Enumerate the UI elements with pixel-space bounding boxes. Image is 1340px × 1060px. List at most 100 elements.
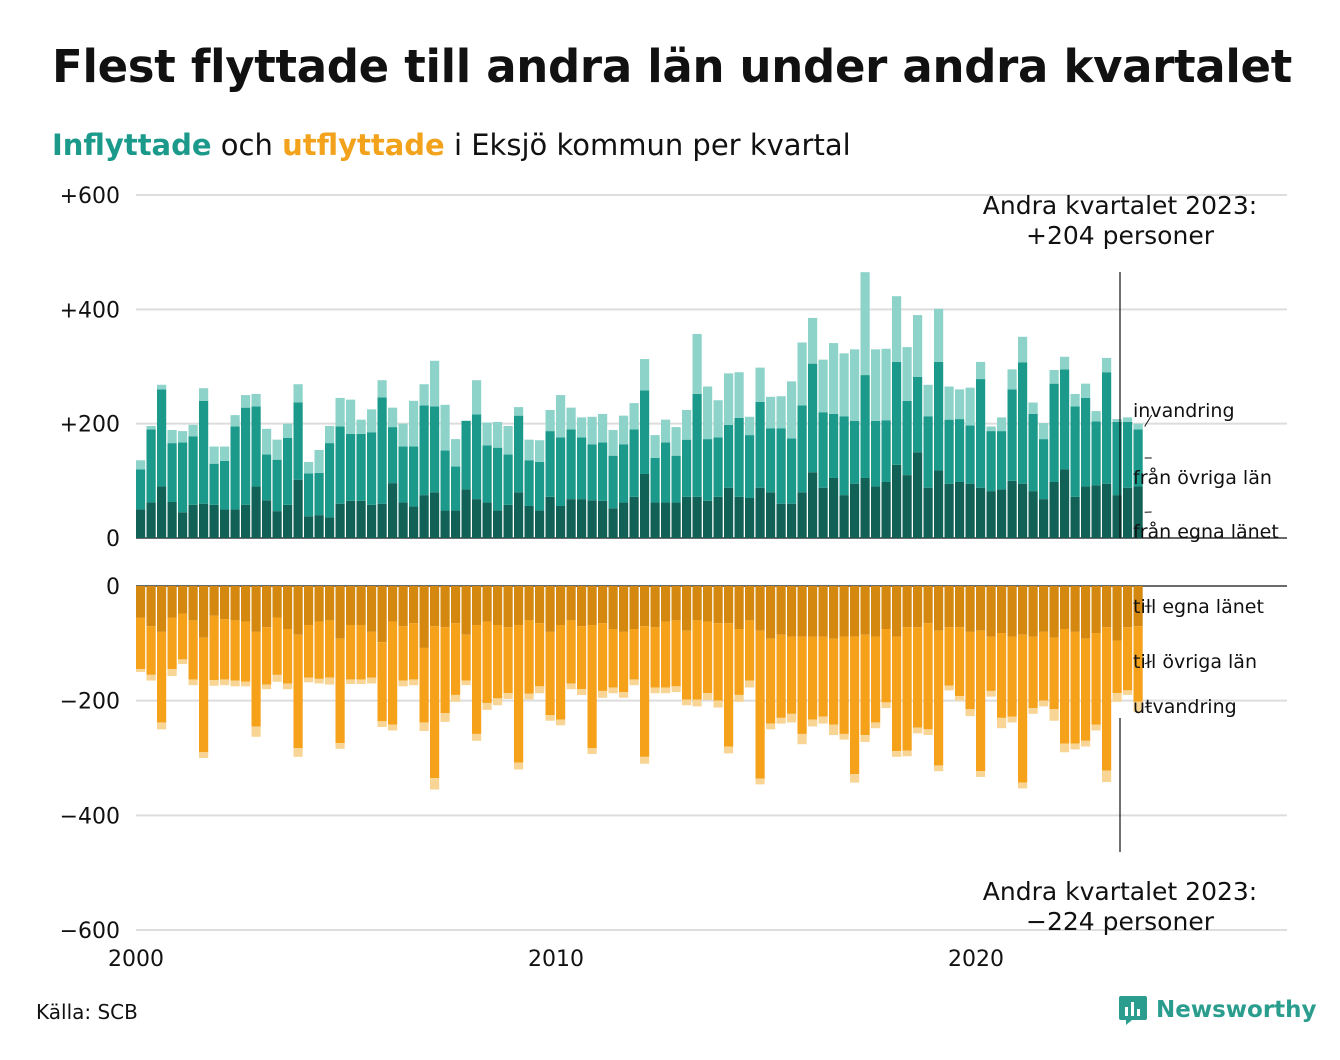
bar-in-0-73 bbox=[902, 475, 912, 538]
bar-out-1-70 bbox=[871, 636, 881, 723]
bar-in-1-93 bbox=[1112, 421, 1122, 496]
bar-in-1-46 bbox=[619, 444, 629, 503]
bar-out-1-65 bbox=[818, 636, 828, 717]
bar-out-0-75 bbox=[923, 586, 933, 624]
y-tick-label-top: +200 bbox=[60, 413, 120, 438]
bar-out-2-34 bbox=[493, 698, 503, 706]
bar-in-0-61 bbox=[776, 503, 786, 538]
bar-out-1-67 bbox=[839, 636, 849, 734]
bar-in-0-45 bbox=[608, 508, 618, 538]
bar-out-1-72 bbox=[892, 636, 902, 752]
bar-in-0-80 bbox=[976, 487, 986, 538]
bar-in-0-13 bbox=[272, 511, 282, 538]
bar-out-0-12 bbox=[262, 586, 272, 628]
bar-in-2-6 bbox=[199, 388, 209, 401]
bar-out-2-92 bbox=[1102, 770, 1112, 783]
bar-in-2-83 bbox=[1007, 369, 1017, 390]
bar-in-1-36 bbox=[514, 415, 524, 493]
bar-out-0-63 bbox=[797, 586, 807, 637]
bar-in-1-33 bbox=[482, 445, 492, 503]
bar-in-2-42 bbox=[577, 417, 587, 438]
series-label-bottom: utvandring bbox=[1133, 696, 1237, 718]
bar-out-2-17 bbox=[314, 678, 324, 684]
bar-in-0-64 bbox=[808, 472, 818, 538]
bar-in-2-53 bbox=[692, 333, 702, 394]
bar-in-0-2 bbox=[157, 486, 167, 538]
bar-out-2-2 bbox=[157, 722, 167, 730]
bar-out-1-52 bbox=[682, 630, 692, 700]
bar-in-0-44 bbox=[598, 500, 608, 538]
bar-in-1-21 bbox=[356, 433, 366, 501]
bar-out-2-45 bbox=[608, 687, 618, 694]
bar-in-1-35 bbox=[503, 454, 513, 505]
bar-out-0-58 bbox=[745, 586, 755, 621]
bar-in-1-38 bbox=[535, 461, 545, 511]
bar-in-1-91 bbox=[1091, 421, 1101, 486]
bar-in-2-74 bbox=[913, 315, 923, 377]
bar-out-2-95 bbox=[1133, 701, 1143, 713]
y-tick-label-top: +600 bbox=[60, 184, 120, 209]
bar-out-0-42 bbox=[577, 586, 587, 627]
bar-out-1-26 bbox=[409, 623, 419, 680]
newsworthy-chart-icon bbox=[1119, 996, 1147, 1025]
bar-out-0-74 bbox=[913, 586, 923, 628]
bar-out-0-2 bbox=[157, 586, 167, 632]
bar-out-2-89 bbox=[1070, 743, 1080, 750]
bar-in-0-1 bbox=[146, 502, 156, 538]
bar-out-1-12 bbox=[262, 627, 272, 685]
bar-out-0-54 bbox=[703, 586, 713, 622]
bar-out-1-73 bbox=[902, 627, 912, 751]
bar-in-1-3 bbox=[167, 443, 177, 502]
bar-out-0-90 bbox=[1081, 586, 1091, 639]
bar-out-1-21 bbox=[356, 624, 366, 680]
bar-out-0-14 bbox=[283, 586, 293, 629]
bar-in-2-87 bbox=[1049, 369, 1059, 384]
bar-out-2-42 bbox=[577, 689, 587, 695]
bar-out-1-92 bbox=[1102, 627, 1112, 771]
bar-out-2-58 bbox=[745, 680, 755, 688]
bar-in-1-40 bbox=[556, 437, 566, 506]
bar-in-1-80 bbox=[976, 379, 986, 488]
bar-out-1-2 bbox=[157, 631, 167, 723]
bar-out-0-20 bbox=[346, 586, 356, 625]
bar-in-0-47 bbox=[629, 496, 639, 538]
newsworthy-logo-text: Newsworthy bbox=[1156, 997, 1317, 1023]
bar-out-0-76 bbox=[934, 586, 944, 631]
bar-out-1-90 bbox=[1081, 638, 1091, 741]
bar-in-1-8 bbox=[220, 460, 230, 510]
bar-out-0-26 bbox=[409, 586, 419, 624]
bar-out-0-37 bbox=[524, 586, 534, 621]
bar-in-1-14 bbox=[283, 437, 293, 505]
bar-in-1-61 bbox=[776, 428, 786, 504]
bar-in-2-49 bbox=[650, 435, 660, 458]
bar-in-2-30 bbox=[451, 439, 461, 467]
bar-in-0-91 bbox=[1091, 485, 1101, 538]
bar-in-0-5 bbox=[188, 504, 198, 538]
bar-in-2-3 bbox=[167, 429, 177, 444]
bar-in-0-48 bbox=[640, 473, 650, 538]
bar-out-1-58 bbox=[745, 620, 755, 681]
bar-in-1-92 bbox=[1102, 372, 1112, 484]
y-tick-label-bottom: 0 bbox=[106, 575, 120, 600]
bar-out-1-80 bbox=[976, 630, 986, 772]
bar-out-1-48 bbox=[640, 626, 650, 757]
bar-in-0-76 bbox=[934, 470, 944, 538]
bar-out-1-27 bbox=[419, 647, 429, 723]
bar-in-0-35 bbox=[503, 504, 513, 538]
bar-in-1-39 bbox=[545, 431, 555, 497]
bar-in-1-26 bbox=[409, 446, 419, 507]
bar-in-2-8 bbox=[220, 446, 230, 461]
bar-in-2-88 bbox=[1060, 356, 1070, 370]
bar-out-1-89 bbox=[1070, 631, 1080, 744]
bar-in-2-28 bbox=[430, 360, 440, 407]
bar-out-1-56 bbox=[724, 623, 734, 747]
y-tick-label-bottom: −400 bbox=[60, 804, 120, 829]
bar-out-0-87 bbox=[1049, 586, 1059, 638]
bar-out-0-27 bbox=[419, 586, 429, 648]
bar-out-0-61 bbox=[776, 586, 786, 635]
bar-out-0-77 bbox=[944, 586, 954, 628]
bar-out-2-9 bbox=[230, 680, 240, 687]
bar-out-0-85 bbox=[1028, 586, 1038, 637]
bar-in-0-51 bbox=[671, 502, 681, 538]
bar-in-1-16 bbox=[304, 473, 314, 517]
